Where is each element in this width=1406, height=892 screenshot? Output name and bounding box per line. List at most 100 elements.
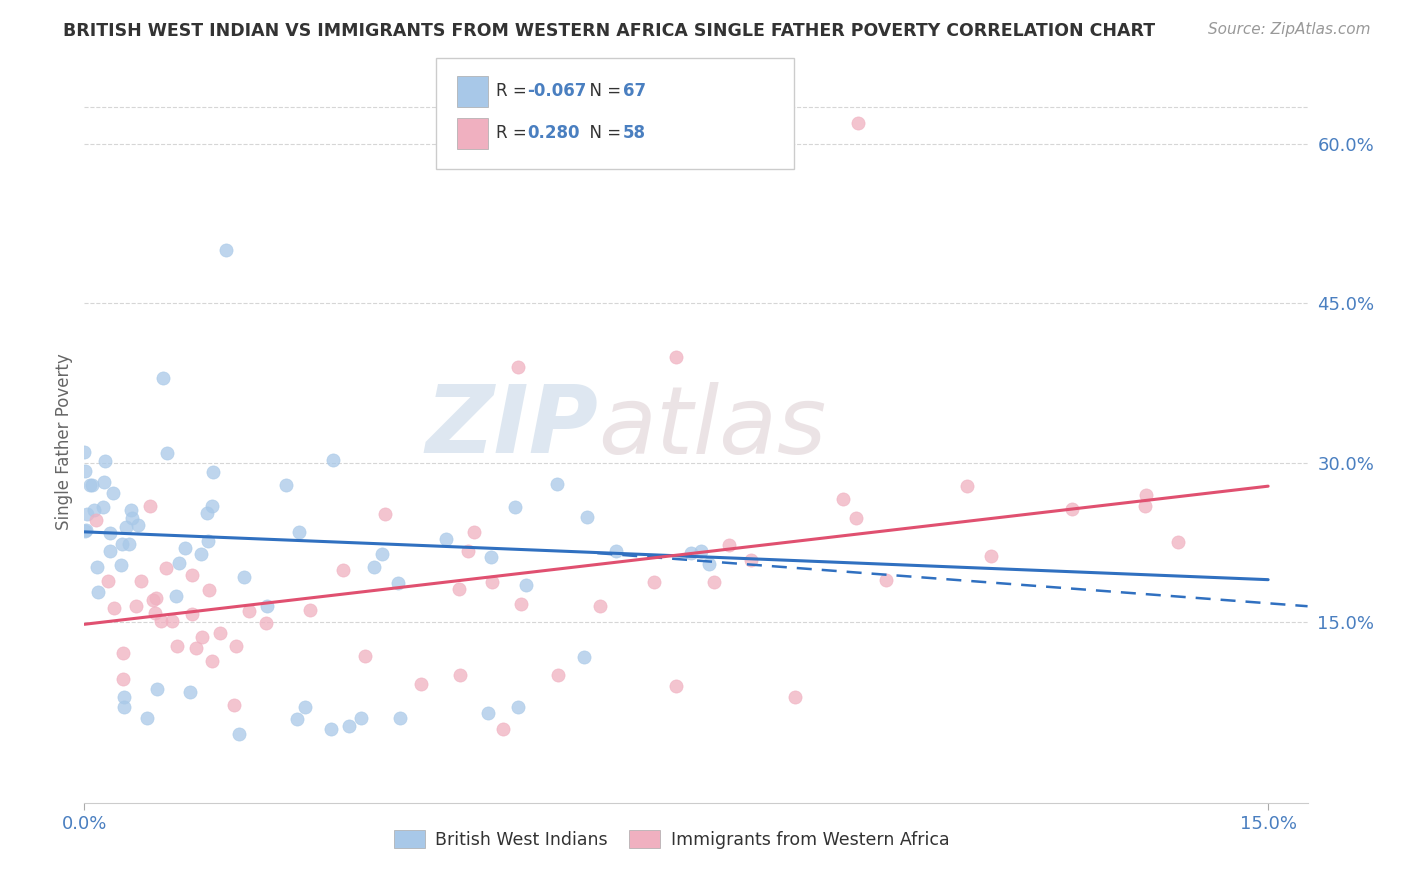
Point [73, 444, 96, 458]
Point [718, 538, 741, 552]
Point [546, 476, 568, 491]
Point [94, 454, 117, 468]
Point [589, 599, 612, 613]
Text: Source: ZipAtlas.com: Source: ZipAtlas.com [1208, 22, 1371, 37]
Point [143, 606, 166, 620]
Point [254, 616, 277, 631]
Point [508, 700, 530, 714]
Point [374, 508, 396, 522]
Point [75, 523, 97, 537]
Point [201, 654, 224, 668]
Point [127, 517, 149, 532]
Point [145, 591, 167, 605]
Point [129, 574, 152, 588]
Point [605, 543, 627, 558]
Text: 0.280: 0.280 [527, 124, 579, 142]
Point [142, 593, 165, 607]
Point [179, 684, 201, 698]
Point [276, 478, 298, 492]
Point [363, 560, 385, 574]
Point [299, 603, 322, 617]
Point [118, 537, 141, 551]
Point [319, 722, 342, 736]
Point [121, 511, 143, 525]
Point [111, 672, 134, 686]
Point [956, 479, 979, 493]
Point [103, 600, 125, 615]
Point [139, 499, 162, 513]
Point [740, 552, 762, 566]
Point [111, 537, 134, 551]
Point [1060, 502, 1083, 516]
Point [180, 568, 202, 582]
Point [80, 477, 103, 491]
Point [681, 546, 703, 560]
Point [353, 649, 375, 664]
Point [547, 668, 569, 682]
Point [120, 503, 142, 517]
Point [195, 507, 218, 521]
Point [690, 544, 713, 558]
Point [111, 646, 134, 660]
Point [110, 558, 132, 572]
Point [238, 605, 260, 619]
Point [197, 533, 219, 548]
Point [515, 578, 537, 592]
Point [332, 563, 354, 577]
Point [93, 475, 115, 489]
Point [83, 503, 105, 517]
Point [477, 706, 499, 720]
Y-axis label: Single Father Poverty: Single Father Poverty [55, 353, 73, 530]
Point [449, 668, 471, 682]
Point [125, 599, 148, 613]
Point [169, 556, 191, 570]
Legend: British West Indians, Immigrants from Western Africa: British West Indians, Immigrants from We… [387, 823, 956, 855]
Text: BRITISH WEST INDIAN VS IMMIGRANTS FROM WESTERN AFRICA SINGLE FATHER POVERTY CORR: BRITISH WEST INDIAN VS IMMIGRANTS FROM W… [63, 22, 1156, 40]
Point [491, 723, 513, 737]
Point [152, 371, 174, 385]
Point [846, 116, 869, 130]
Point [174, 541, 197, 555]
Text: 58: 58 [623, 124, 645, 142]
Point [845, 511, 868, 525]
Point [101, 485, 124, 500]
Point [73, 464, 96, 478]
Point [155, 560, 177, 574]
Point [703, 574, 725, 589]
Point [1133, 499, 1156, 513]
Point [87, 585, 110, 599]
Point [665, 350, 688, 364]
Point [209, 625, 232, 640]
Point [76, 507, 98, 521]
Point [97, 574, 120, 589]
Point [200, 499, 222, 513]
Point [186, 640, 208, 655]
Point [643, 574, 665, 589]
Point [294, 700, 316, 714]
Point [215, 244, 238, 258]
Point [91, 500, 114, 515]
Point [198, 582, 221, 597]
Point [980, 549, 1002, 563]
Point [256, 599, 278, 614]
Point [665, 679, 688, 693]
Point [288, 524, 311, 539]
Point [572, 650, 595, 665]
Point [233, 569, 256, 583]
Point [190, 547, 212, 561]
Text: N =: N = [579, 124, 627, 142]
Point [699, 557, 721, 571]
Point [510, 597, 533, 611]
Text: 67: 67 [623, 82, 645, 101]
Point [409, 677, 432, 691]
Point [166, 639, 188, 653]
Point [222, 698, 245, 713]
Text: atlas: atlas [598, 382, 827, 473]
Point [201, 465, 224, 479]
Point [389, 711, 412, 725]
Point [576, 510, 599, 524]
Text: R =: R = [496, 82, 533, 101]
Point [481, 575, 503, 590]
Point [146, 682, 169, 697]
Point [225, 639, 247, 653]
